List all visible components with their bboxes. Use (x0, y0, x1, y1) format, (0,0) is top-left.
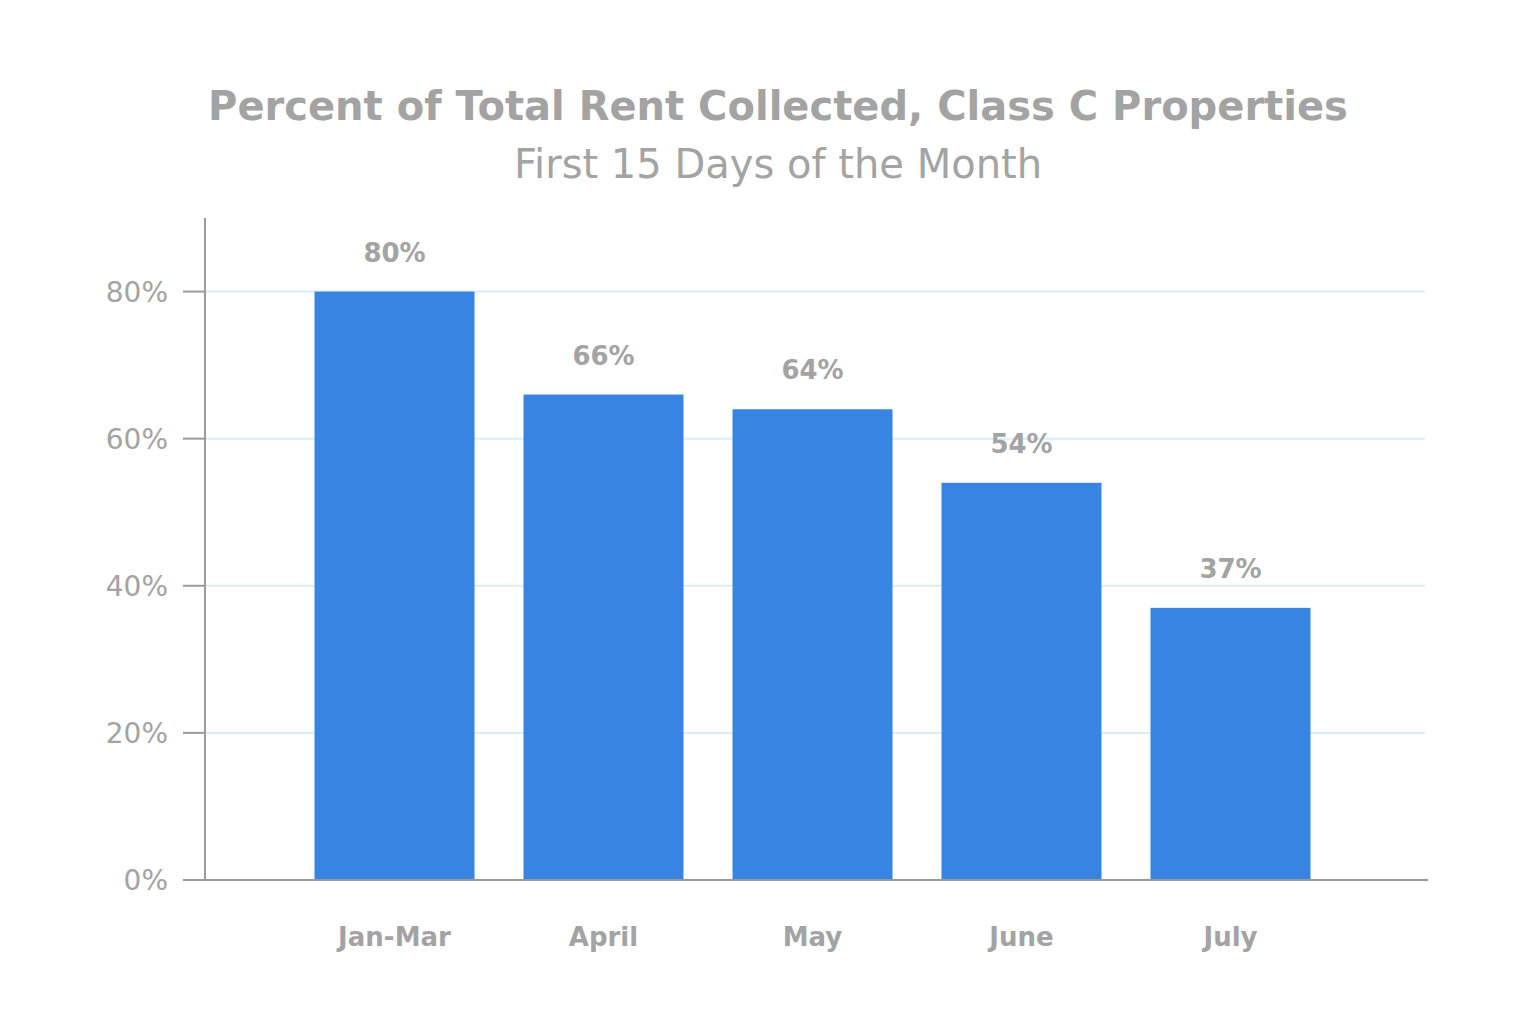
data-label: 64% (781, 355, 843, 385)
y-tick-label: 20% (106, 717, 168, 750)
chart-svg: Percent of Total Rent Collected, Class C… (0, 0, 1524, 1025)
x-tick-label: July (1201, 922, 1257, 952)
chart-container: Percent of Total Rent Collected, Class C… (0, 0, 1524, 1025)
bars (315, 292, 1311, 880)
bar (733, 409, 893, 880)
tick-mark (183, 291, 205, 293)
data-label: 66% (572, 341, 634, 371)
x-tick-label: June (987, 922, 1053, 952)
y-tick-label: 40% (106, 570, 168, 603)
y-axis-line (204, 218, 206, 880)
data-labels: 80% 66% 64% 54% 37% (363, 238, 1261, 584)
data-label: 54% (990, 429, 1052, 459)
title: Percent of Total Rent Collected, Class C… (208, 83, 1348, 129)
y-tick-label: 80% (106, 276, 168, 309)
y-axis-ticks: 0% 20% 40% 60% 80% (106, 276, 205, 897)
tick-mark (183, 438, 205, 440)
bar (315, 292, 475, 880)
data-label: 37% (1199, 554, 1261, 584)
x-tick-label: May (783, 922, 843, 952)
y-tick-label: 0% (124, 864, 168, 897)
x-tick-label: Jan-Mar (336, 922, 451, 952)
axes (183, 218, 1428, 880)
bar (524, 395, 684, 880)
y-tick-label: 60% (106, 423, 168, 456)
grid (205, 292, 1425, 880)
tick-mark (183, 732, 205, 734)
tick-mark (183, 585, 205, 587)
x-axis-labels: Jan-Mar April May June July (336, 922, 1257, 952)
bar (1151, 608, 1311, 880)
bar (942, 483, 1102, 880)
x-tick-label: April (569, 922, 638, 952)
x-axis-line (183, 879, 1428, 881)
data-label: 80% (363, 238, 425, 268)
subtitle: First 15 Days of the Month (514, 141, 1042, 187)
